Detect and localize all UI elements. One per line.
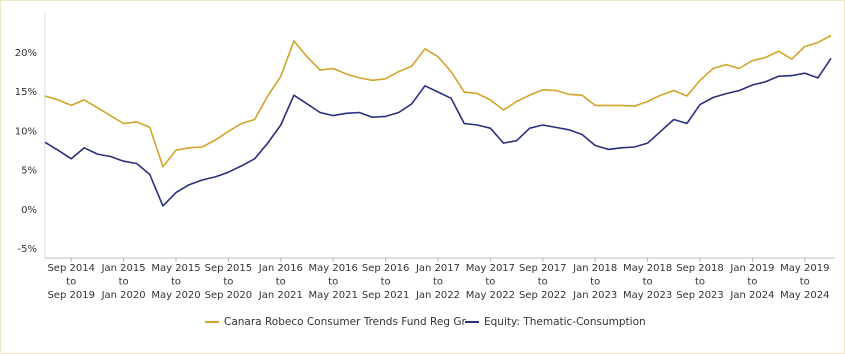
x-tick-label: to	[66, 277, 76, 288]
x-tick-label: to	[747, 277, 757, 288]
y-tick-label: 10%	[15, 126, 37, 137]
x-tick-label: to	[590, 277, 600, 288]
x-tick-label: to	[800, 277, 810, 288]
x-tick-label: Sep 2020	[205, 290, 252, 301]
x-tick-label: Sep 2018	[676, 263, 723, 274]
x-tick-label: to	[433, 277, 443, 288]
x-tick-label: to	[276, 277, 286, 288]
x-tick-label: to	[119, 277, 129, 288]
y-tick-label: 15%	[15, 87, 37, 98]
series-line	[44, 34, 832, 168]
x-tick-label: to	[223, 277, 233, 288]
x-tick-label: May 2017	[466, 263, 515, 274]
x-tick-label: Jan 2017	[415, 263, 460, 274]
x-tick-label: May 2023	[623, 290, 672, 301]
x-tick-label: Jan 2021	[258, 290, 303, 301]
x-tick-label: Jan 2019	[729, 263, 774, 274]
x-tick-label: Sep 2017	[519, 263, 566, 274]
legend-label: Canara Robeco Consumer Trends Fund Reg G…	[224, 316, 466, 328]
series-line	[44, 57, 832, 207]
y-tick-label: 20%	[15, 48, 37, 59]
legend-label: Equity: Thematic-Consumption	[484, 316, 646, 328]
x-tick-label: May 2024	[780, 290, 829, 301]
x-tick-label: May 2019	[780, 263, 829, 274]
x-tick-label: May 2021	[309, 290, 358, 301]
x-tick-label: May 2015	[151, 263, 200, 274]
x-tick-label: to	[171, 277, 181, 288]
x-tick-label: May 2022	[466, 290, 515, 301]
y-tick-label: 5%	[21, 166, 37, 177]
x-tick-label: Jan 2023	[572, 290, 617, 301]
x-tick-label: to	[381, 277, 391, 288]
x-tick-label: Jan 2022	[415, 290, 460, 301]
x-tick-label: May 2020	[151, 290, 200, 301]
y-tick-label: 0%	[21, 205, 37, 216]
x-tick-label: Sep 2014	[47, 263, 94, 274]
x-tick-label: Jan 2024	[729, 290, 774, 301]
x-tick-label: to	[695, 277, 705, 288]
x-tick-label: Jan 2016	[258, 263, 303, 274]
x-tick-label: to	[538, 277, 548, 288]
legend: Canara Robeco Consumer Trends Fund Reg G…	[205, 316, 646, 328]
x-tick-label: Jan 2020	[101, 290, 146, 301]
x-tick-label: to	[328, 277, 338, 288]
x-tick-label: Sep 2022	[519, 290, 566, 301]
x-tick-label: Sep 2019	[47, 290, 94, 301]
x-tick-label: Sep 2021	[362, 290, 409, 301]
x-tick-label: to	[485, 277, 495, 288]
x-tick-label: Jan 2018	[572, 263, 617, 274]
x-tick-label: to	[643, 277, 653, 288]
x-tick-label: Sep 2015	[205, 263, 252, 274]
x-tick-label: May 2016	[309, 263, 358, 274]
y-tick-label: -5%	[18, 244, 37, 255]
x-tick-label: Jan 2015	[101, 263, 146, 274]
x-tick-label: Sep 2016	[362, 263, 409, 274]
x-tick-label: Sep 2023	[676, 290, 723, 301]
x-tick-label: May 2018	[623, 263, 672, 274]
